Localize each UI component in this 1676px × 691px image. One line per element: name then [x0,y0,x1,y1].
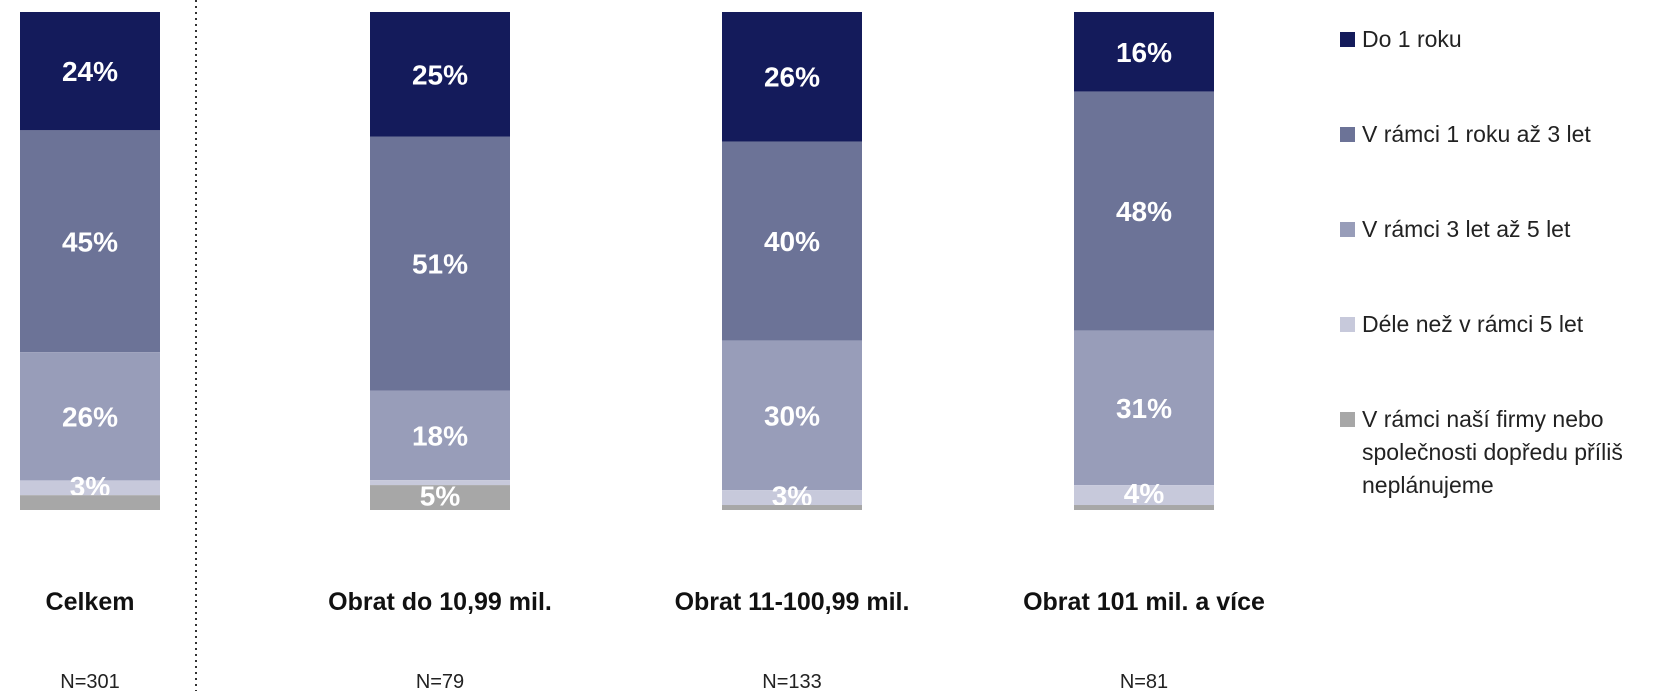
legend-swatch [1340,127,1355,142]
legend-swatch [1340,317,1355,332]
bar-segment [370,485,510,510]
legend-label: společnosti dopředu příliš [1362,439,1623,465]
bar-segment [370,390,510,481]
bar-segment [722,141,862,341]
data-label: 4% [1124,478,1165,509]
data-label: 5% [420,481,461,512]
sample-size-label: N=301 [60,671,120,691]
legend-label: V rámci 3 let až 5 let [1362,216,1571,242]
data-label: 51% [412,248,468,279]
data-label: 18% [412,420,468,451]
category-label: Obrat 101 mil. a více [1023,588,1265,616]
bar-segment [1074,485,1214,506]
bar-segment [370,480,510,486]
bar-segment [1074,91,1214,331]
legend-label: V rámci naší firmy nebo [1362,406,1604,432]
data-label: 45% [62,226,118,257]
legend-label: Déle než v rámci 5 let [1362,311,1584,337]
legend-label: neplánujeme [1362,472,1494,498]
sample-size-label: N=79 [416,671,464,691]
bar-segment [20,12,160,131]
sample-size-label: N=81 [1120,671,1168,691]
bar-segment [1074,12,1214,92]
bar-segment [722,490,862,506]
bar-segment [370,136,510,391]
data-label: 40% [764,226,820,257]
bar-segment [20,130,160,353]
bar-segment [722,340,862,491]
bar-segment [370,12,510,137]
bar-segment [20,352,160,481]
category-label: Obrat 11-100,99 mil. [675,588,910,616]
legend-label: V rámci 1 roku až 3 let [1362,121,1591,147]
data-label: 26% [764,62,820,93]
data-label: 24% [62,56,118,87]
bar-segment [722,505,862,510]
category-label: Celkem [46,588,135,616]
legend-swatch [1340,32,1355,47]
data-label: 30% [764,400,820,431]
bar-segment [20,495,160,510]
category-label: Obrat do 10,99 mil. [328,588,552,616]
bar-segment [20,480,160,496]
legend-swatch [1340,412,1355,427]
bar-segment [1074,330,1214,486]
sample-size-label: N=133 [762,671,822,691]
data-label: 25% [412,59,468,90]
data-label: 16% [1116,37,1172,68]
bar-segment [1074,505,1214,510]
data-label: 26% [62,401,118,432]
bar-segment [722,12,862,142]
legend-swatch [1340,222,1355,237]
legend-label: Do 1 roku [1362,26,1462,52]
data-label: 31% [1116,393,1172,424]
data-label: 48% [1116,196,1172,227]
